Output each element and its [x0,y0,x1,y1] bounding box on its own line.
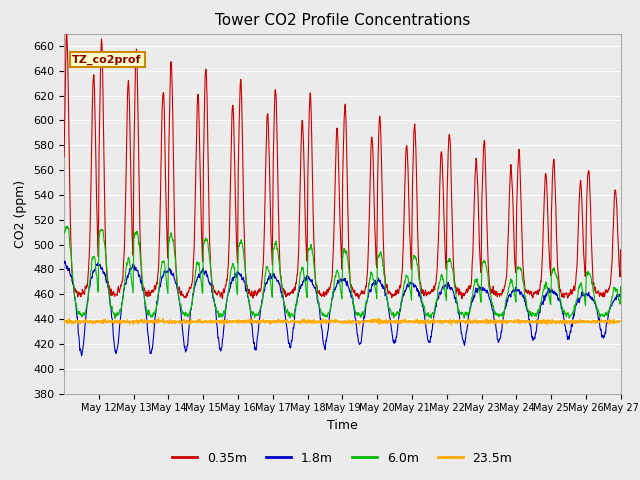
Legend: 0.35m, 1.8m, 6.0m, 23.5m: 0.35m, 1.8m, 6.0m, 23.5m [167,447,518,469]
Title: Tower CO2 Profile Concentrations: Tower CO2 Profile Concentrations [214,13,470,28]
Text: TZ_co2prof: TZ_co2prof [72,54,142,65]
Y-axis label: CO2 (ppm): CO2 (ppm) [15,180,28,248]
X-axis label: Time: Time [327,419,358,432]
